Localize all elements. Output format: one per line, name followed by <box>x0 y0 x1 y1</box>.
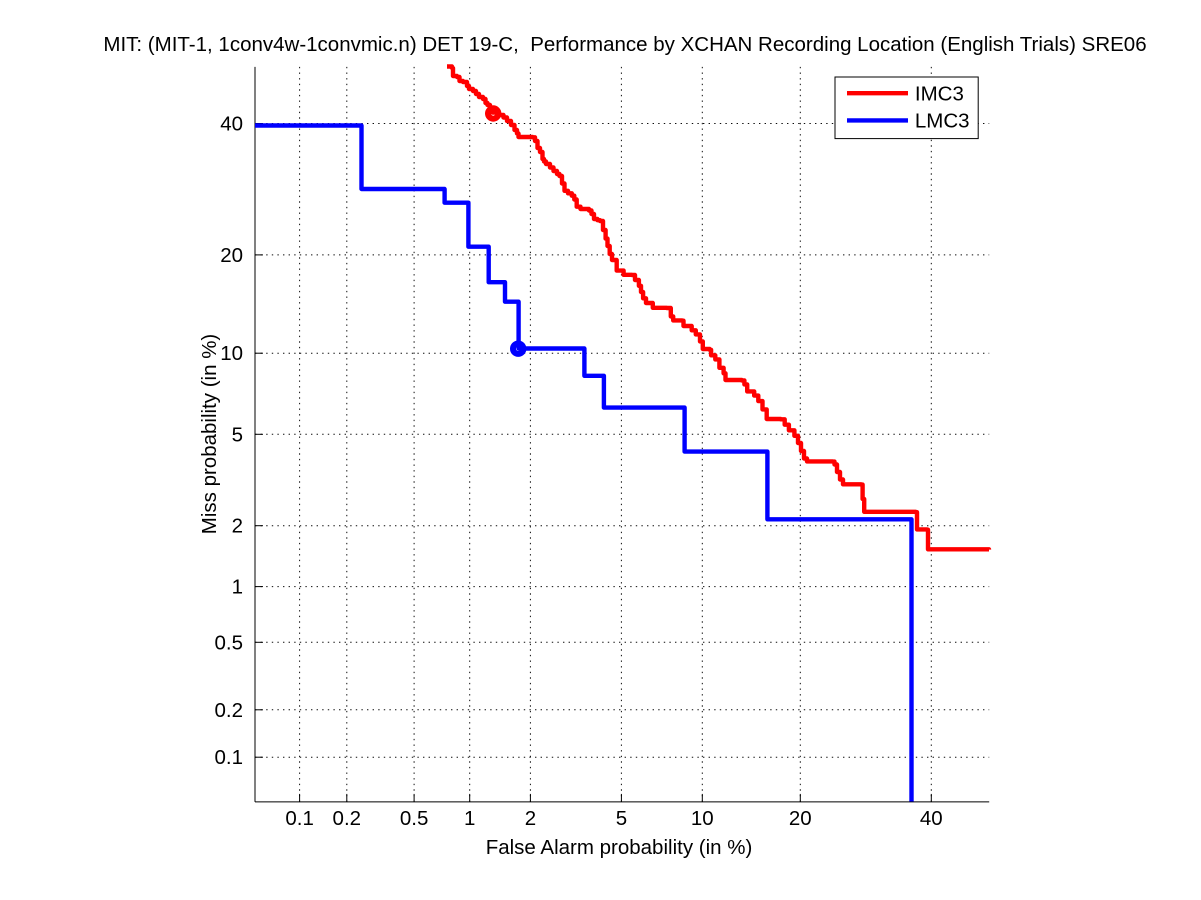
svg-text:0.5: 0.5 <box>400 807 429 830</box>
svg-text:1: 1 <box>464 807 475 830</box>
svg-text:0.2: 0.2 <box>215 699 244 722</box>
svg-text:20: 20 <box>220 244 243 267</box>
svg-text:False Alarm probability (in %): False Alarm probability (in %) <box>486 836 753 859</box>
svg-text:2: 2 <box>525 807 536 830</box>
svg-text:0.1: 0.1 <box>285 807 314 830</box>
svg-text:40: 40 <box>220 113 243 136</box>
svg-text:1: 1 <box>232 576 243 599</box>
svg-text:Miss probability (in %): Miss probability (in %) <box>198 334 221 535</box>
svg-text:0.1: 0.1 <box>215 746 244 769</box>
svg-text:2: 2 <box>232 515 243 538</box>
svg-text:0.2: 0.2 <box>333 807 362 830</box>
svg-text:10: 10 <box>220 342 243 365</box>
svg-text:10: 10 <box>691 807 714 830</box>
svg-text:MIT: (MIT-1, 1conv4w-1convmic.: MIT: (MIT-1, 1conv4w-1convmic.n) DET 19-… <box>103 33 1146 56</box>
svg-text:IMC3: IMC3 <box>915 82 964 105</box>
svg-text:5: 5 <box>232 423 243 446</box>
svg-text:5: 5 <box>616 807 627 830</box>
svg-text:LMC3: LMC3 <box>915 110 970 133</box>
svg-text:40: 40 <box>920 807 943 830</box>
svg-text:0.5: 0.5 <box>215 631 244 654</box>
svg-text:20: 20 <box>789 807 812 830</box>
